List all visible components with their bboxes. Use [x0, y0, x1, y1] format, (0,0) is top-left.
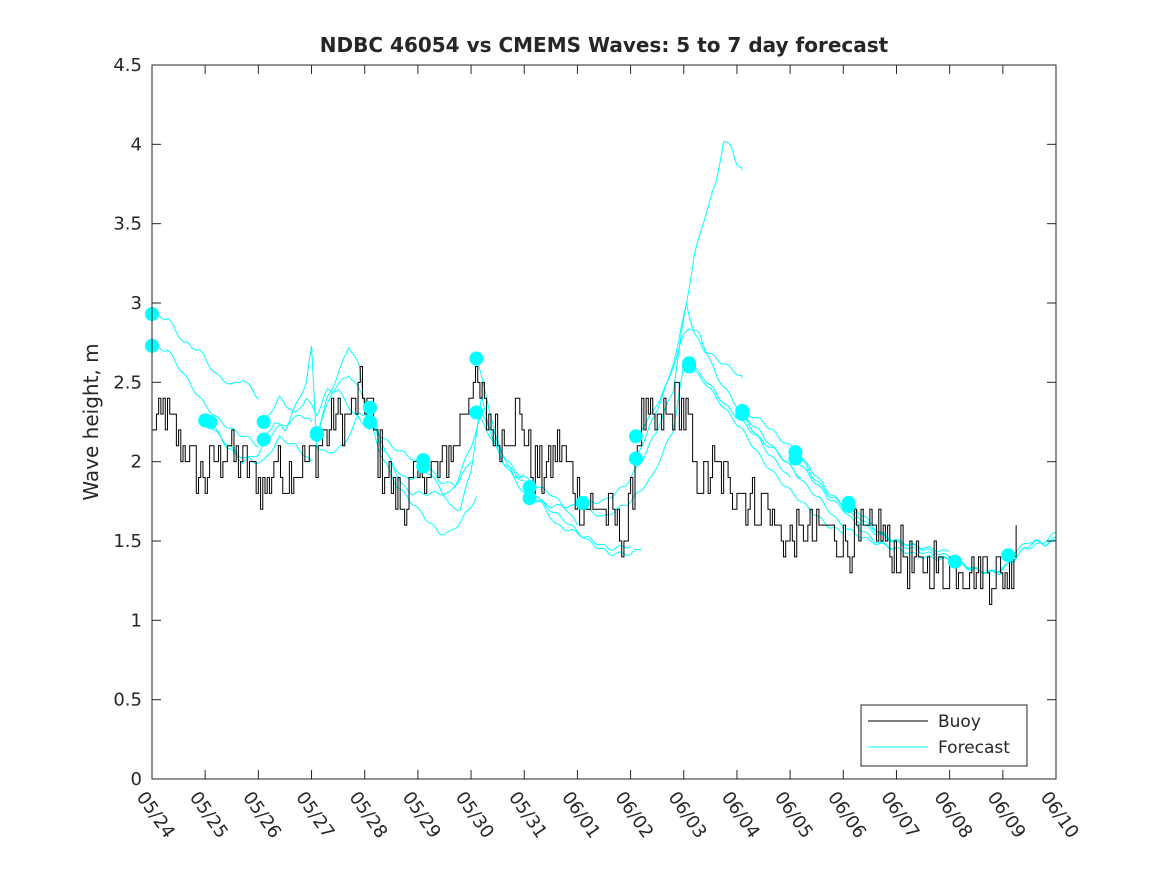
y-axis: 0 0.5 1 1.5 2 2.5 3 3.5 4 4.5	[113, 55, 1056, 790]
y-tick-label: 0.5	[113, 690, 142, 711]
forecast-start-marker	[841, 499, 856, 514]
forecast-start-marker	[628, 429, 643, 444]
y-tick-label: 0	[131, 769, 142, 790]
forecast-start-marker	[469, 405, 484, 420]
y-tick-label: 4.5	[113, 55, 142, 76]
forecast-start-marker	[947, 554, 962, 569]
forecast-run-line	[316, 346, 419, 463]
forecast-start-marker	[469, 351, 484, 366]
forecast-start-marker	[522, 491, 537, 506]
forecast-run-line	[263, 345, 371, 454]
forecast-run-line	[422, 396, 525, 511]
forecast-run-line	[954, 532, 1057, 574]
forecast-run-line	[1008, 539, 1057, 555]
legend-entry-forecast: Forecast	[938, 738, 1010, 758]
y-axis-label: Wave height, m	[79, 343, 103, 500]
forecast-run-line	[741, 412, 897, 550]
buoy-layer	[152, 365, 1017, 605]
plot-background	[152, 65, 1056, 779]
forecast-start-marker	[1001, 548, 1016, 563]
forecast-start-marker	[416, 459, 431, 474]
legend-box	[860, 704, 1028, 767]
buoy-series	[152, 365, 1017, 605]
y-tick-label: 2.5	[113, 372, 142, 393]
legend: Buoy Forecast	[860, 704, 1028, 767]
forecast-run-line	[369, 420, 477, 536]
forecast-start-marker	[256, 432, 271, 447]
forecast-run-line	[529, 485, 642, 557]
chart-title: NDBC 46054 vs CMEMS Waves: 5 to 7 day fo…	[320, 33, 889, 57]
y-tick-label: 2	[131, 452, 142, 473]
forecast-start-marker	[309, 426, 324, 441]
forecast-start-marker	[203, 415, 218, 429]
plot-frame	[151, 64, 1057, 780]
forecast-start-marker	[575, 495, 590, 510]
legend-entry-buoy: Buoy	[938, 712, 981, 732]
forecast-run-line	[151, 344, 259, 448]
forecast-start-marker	[788, 451, 803, 466]
forecast-start-marker	[363, 415, 378, 429]
forecast-run-line	[688, 367, 844, 534]
y-tick-label: 3	[131, 293, 142, 314]
y-tick-label: 1	[131, 610, 142, 631]
forecast-run-line	[204, 419, 312, 465]
forecast-start-marker	[628, 451, 643, 466]
y-tick-label: 4	[131, 134, 142, 155]
forecast-start-marker	[735, 407, 750, 422]
forecast-run-line	[795, 452, 950, 553]
forecast-run-line	[635, 327, 791, 478]
forecast-marker-layer	[145, 307, 1016, 569]
forecast-run-line	[529, 366, 685, 517]
forecast-run-line	[635, 303, 743, 435]
y-tick-label: 1.5	[113, 531, 142, 552]
forecast-run-line	[582, 141, 743, 505]
plot-area	[145, 64, 1057, 780]
forecast-start-marker	[363, 400, 378, 415]
y-tick-label: 3.5	[113, 214, 142, 235]
forecast-run-line	[263, 387, 371, 431]
forecast-start-marker	[682, 359, 697, 374]
forecast-start-marker	[256, 415, 271, 429]
forecast-run-line	[151, 312, 259, 400]
